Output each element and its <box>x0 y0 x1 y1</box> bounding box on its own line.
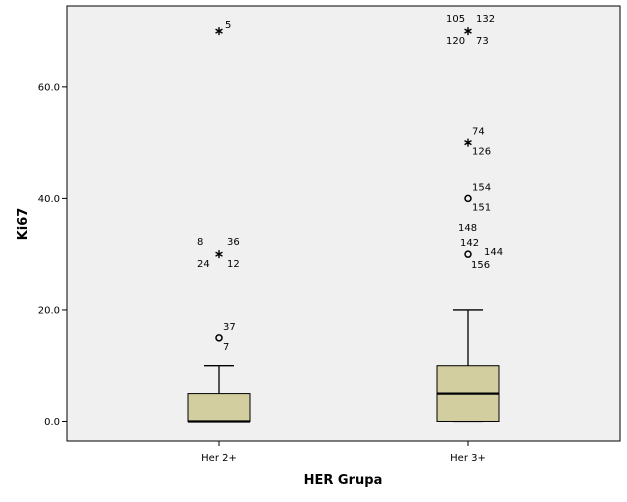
outlier-label: 156 <box>471 260 490 271</box>
outlier-label: 36 <box>227 237 240 248</box>
outlier-label: 126 <box>472 147 491 158</box>
extreme-star <box>215 250 223 259</box>
outlier-label: 12 <box>227 259 240 270</box>
x-tick-label: Her 3+ <box>450 453 486 464</box>
y-axis-title: Ki67 <box>16 208 31 241</box>
extreme-star <box>464 138 472 147</box>
y-tick-label: 60.0 <box>38 82 60 93</box>
y-tick-label: 40.0 <box>38 194 60 205</box>
outlier-label: 105 <box>446 14 465 25</box>
outlier-label: 7 <box>223 342 229 353</box>
box-group: 148 142 144 156 154 151 74 126 105 132 120 73 <box>436 14 503 423</box>
outlier-label: 132 <box>476 14 495 25</box>
outlier-label: 151 <box>472 202 491 213</box>
plot-area <box>66 5 621 442</box>
x-axis-title: HER Grupa <box>304 473 383 488</box>
outlier-label: 154 <box>472 182 491 193</box>
outlier-label: 73 <box>476 36 489 47</box>
outlier-label: 148 <box>458 223 477 234</box>
outlier-label: 120 <box>446 36 465 47</box>
outlier-label: 24 <box>197 259 210 270</box>
y-tick-label: 0.0 <box>44 417 60 428</box>
outlier-label: 5 <box>225 20 231 31</box>
x-axis: Her 2+ Her 3+ <box>201 441 486 464</box>
outlier-circle <box>464 250 472 258</box>
extreme-star <box>215 27 223 36</box>
x-tick-label: Her 2+ <box>201 453 237 464</box>
outlier-label: 8 <box>197 237 203 248</box>
outlier-circle <box>464 194 472 203</box>
outlier-label: 37 <box>223 322 236 333</box>
box <box>187 393 251 422</box>
y-axis: 0.0 20.0 40.0 60.0 <box>38 82 67 428</box>
outlier-circle <box>215 334 223 342</box>
outlier-label: 74 <box>472 127 485 138</box>
outlier-label: 142 <box>460 238 479 249</box>
box-group: 37 7 8 36 24 12 5 <box>187 20 251 423</box>
outlier-label: 144 <box>484 247 503 258</box>
boxes: 37 7 8 36 24 12 5 148 142 144 156 154 151 74 126 105 132… <box>187 14 503 423</box>
y-tick-label: 20.0 <box>38 305 60 316</box>
extreme-star <box>464 27 472 36</box>
